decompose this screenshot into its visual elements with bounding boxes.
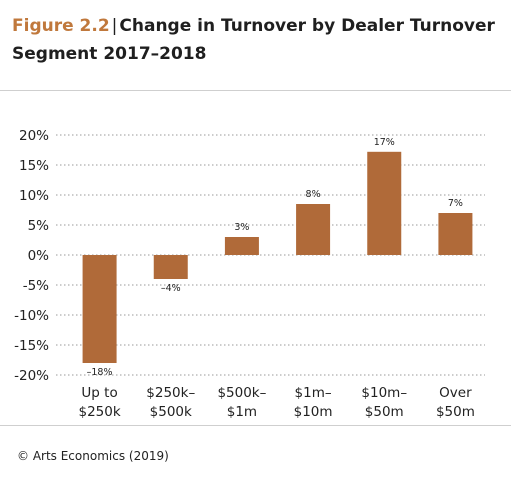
bar (438, 213, 473, 255)
y-tick-label: -10% (14, 308, 49, 324)
title-separator: | (111, 16, 118, 36)
x-tick-label: $1m– (295, 385, 332, 401)
bottom-rule (0, 425, 511, 426)
data-label: 17% (374, 137, 395, 148)
data-label: 8% (306, 189, 321, 200)
bar (82, 255, 117, 363)
x-tick-label: $250k (78, 404, 120, 420)
figure-title-text: Change in Turnover by Dealer Turnover Se… (12, 16, 495, 64)
x-tick-label: $250k– (146, 385, 195, 401)
data-labels: –18% –4% 3% 8% 17% 7% (87, 137, 463, 378)
top-rule (0, 90, 511, 91)
bar (367, 151, 402, 255)
x-tick-label: $10m– (361, 385, 407, 401)
x-tick-label: $50m (436, 404, 475, 420)
data-label: 3% (234, 222, 249, 233)
y-tick-label: 5% (28, 218, 50, 234)
y-tick-label: 20% (19, 128, 49, 144)
source-note: © Arts Economics (2019) (17, 449, 169, 463)
data-label: –18% (87, 367, 113, 378)
bar (153, 255, 188, 279)
y-tick-label: -20% (14, 368, 49, 384)
y-tick-label: 15% (19, 158, 49, 174)
chart-title: Figure 2.2 | Change in Turnover by Dealer … (12, 12, 502, 68)
chart-bars (82, 151, 473, 363)
x-tick-label: $10m (294, 404, 333, 420)
x-tick-label: Over (439, 385, 472, 401)
data-label: 7% (448, 198, 463, 209)
y-tick-label: -15% (14, 338, 49, 354)
data-label: –4% (161, 283, 181, 294)
figure-number: Figure 2.2 (12, 16, 110, 36)
x-tick-label: $1m (227, 404, 257, 420)
x-tick-label: $500k– (217, 385, 266, 401)
bar (296, 204, 331, 255)
x-tick-label: Up to (81, 385, 117, 401)
y-tick-label: 10% (19, 188, 49, 204)
y-tick-label: -5% (23, 278, 49, 294)
y-tick-label: 0% (28, 248, 50, 264)
y-axis-ticks: 20% 15% 10% 5% 0% -5% -10% -15% -20% (14, 128, 49, 384)
bar (224, 237, 259, 255)
bar-chart: 20% 15% 10% 5% 0% -5% -10% -15% -20% –18% –4% 3% 8%… (14, 128, 485, 420)
chart-grid (56, 134, 485, 376)
x-axis-ticks: Up to $250k $250k– $500k $500k– $1m $1m– $10m $1… (78, 385, 474, 420)
x-tick-label: $500k (150, 404, 192, 420)
x-tick-label: $50m (365, 404, 404, 420)
